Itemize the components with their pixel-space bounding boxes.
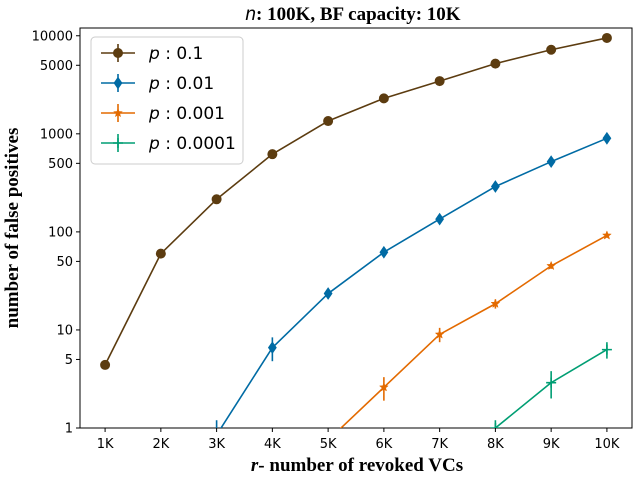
x-tick-label: 2K bbox=[152, 437, 169, 452]
data-point bbox=[379, 245, 389, 259]
legend-item: p : 0.0001 bbox=[101, 134, 236, 154]
data-point bbox=[267, 341, 277, 355]
legend-marker bbox=[113, 76, 123, 90]
plot-frame bbox=[79, 27, 633, 429]
data-point bbox=[490, 298, 501, 308]
legend-marker bbox=[113, 107, 123, 118]
data-point bbox=[267, 149, 278, 160]
data-point bbox=[601, 32, 612, 43]
series-4 bbox=[490, 342, 612, 428]
x-tick-label: 3K bbox=[208, 437, 225, 452]
series-3 bbox=[339, 230, 612, 428]
data-point bbox=[434, 76, 445, 87]
legend-marker bbox=[113, 138, 123, 148]
legend-item: p : 0.01 bbox=[101, 74, 214, 94]
data-point bbox=[601, 344, 612, 355]
data-point bbox=[490, 58, 501, 69]
data-point bbox=[155, 248, 166, 259]
y-tick-label: 1000 bbox=[40, 127, 73, 142]
legend-label: p : 0.001 bbox=[148, 104, 225, 124]
legend: p : 0.1 p : 0.01 p : 0.001 p : 0.0001 bbox=[90, 36, 244, 165]
series-2 bbox=[215, 131, 612, 428]
legend-label: p : 0.1 bbox=[148, 44, 203, 64]
series-line bbox=[339, 234, 608, 428]
data-point bbox=[435, 212, 445, 226]
chart-title: n: 100K, BF capacity: 10K bbox=[245, 4, 460, 25]
x-tick-label: 4K bbox=[264, 437, 281, 452]
y-tick-label: 1 bbox=[65, 422, 73, 437]
data-point bbox=[546, 377, 557, 388]
x-tick-label: 9K bbox=[543, 437, 560, 452]
legend-label: p : 0.0001 bbox=[148, 134, 236, 154]
x-axis-label: r- number of revoked VCs bbox=[251, 455, 463, 476]
x-tick-label: 5K bbox=[320, 437, 337, 452]
y-tick-label: 100 bbox=[48, 225, 73, 240]
data-point bbox=[100, 359, 111, 370]
data-point bbox=[546, 155, 556, 169]
legend-item: p : 0.001 bbox=[101, 104, 225, 124]
series-line bbox=[220, 137, 608, 428]
data-point bbox=[211, 194, 222, 205]
legend-item: p : 0.1 bbox=[101, 44, 203, 64]
x-axis-label-rest: - number of revoked VCs bbox=[258, 455, 463, 476]
data-point bbox=[323, 116, 334, 127]
data-point bbox=[434, 329, 445, 339]
series-line bbox=[104, 37, 608, 366]
y-tick-label: 10 bbox=[56, 323, 73, 338]
x-ticks: 1K 2K 3K 4K 5K 6K 7K 8K 9K 10K bbox=[97, 428, 620, 452]
data-point bbox=[601, 230, 612, 240]
series-1 bbox=[100, 32, 612, 370]
x-tick-label: 7K bbox=[431, 437, 448, 452]
y-tick-label: 500 bbox=[48, 157, 73, 172]
y-tick-label: 5 bbox=[65, 353, 73, 368]
data-point bbox=[378, 382, 389, 392]
data-point bbox=[546, 260, 557, 271]
y-tick-label: 50 bbox=[56, 255, 73, 270]
y-tick-label: 10000 bbox=[32, 29, 73, 44]
series-layer bbox=[100, 32, 612, 428]
y-tick-label: 5000 bbox=[40, 59, 73, 74]
chart-title-rest: : 100K, BF capacity: 10K bbox=[256, 4, 461, 25]
data-point bbox=[490, 180, 500, 193]
data-point bbox=[323, 287, 333, 300]
x-axis-label-italic: r bbox=[251, 455, 259, 476]
x-tick-label: 1K bbox=[97, 437, 114, 452]
chart-title-italic: n bbox=[245, 4, 256, 25]
x-tick-label: 6K bbox=[375, 437, 392, 452]
x-tick-label: 10K bbox=[594, 437, 620, 452]
legend-label: p : 0.01 bbox=[148, 74, 214, 94]
x-tick-label: 8K bbox=[487, 437, 504, 452]
data-point bbox=[490, 423, 501, 428]
data-point bbox=[602, 131, 612, 145]
data-point bbox=[378, 93, 389, 104]
y-axis-label: number of false positives bbox=[2, 128, 23, 329]
legend-box bbox=[90, 36, 244, 165]
legend-marker bbox=[113, 48, 123, 58]
data-point bbox=[546, 44, 557, 55]
y-ticks: 1 5 10 50 100 500 1000 5000 10000 bbox=[32, 29, 80, 437]
